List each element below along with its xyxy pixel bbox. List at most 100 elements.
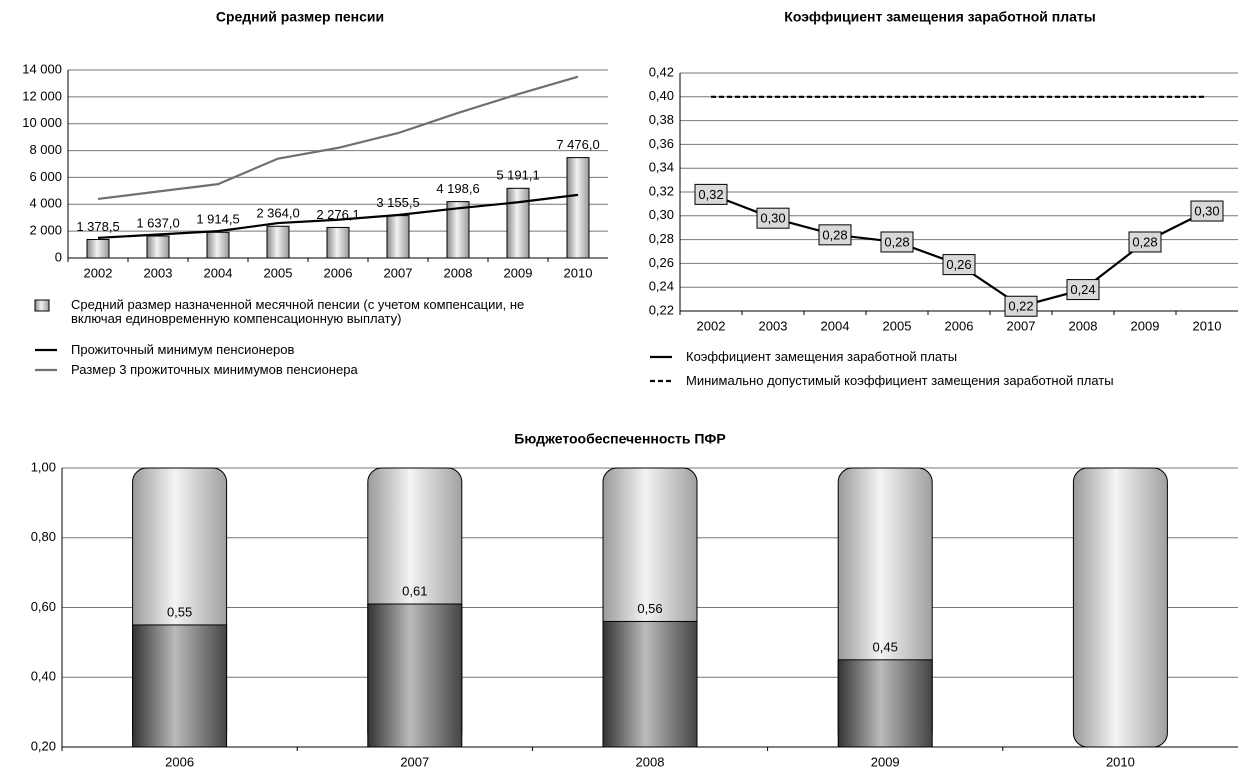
y-tick-label: 0,38 [649, 112, 674, 127]
x-tick-label: 2009 [1131, 318, 1160, 333]
y-tick-label: 12 000 [22, 88, 62, 103]
value-label: 1 914,5 [196, 212, 239, 227]
chart-title: Средний размер пенсии [216, 9, 384, 25]
bar [446, 201, 470, 259]
legend-label: Коэффициент замещения заработной платы [686, 349, 958, 364]
legend-label: Прожиточный минимум пенсионеров [71, 342, 295, 357]
y-tick-label: 0,24 [649, 279, 674, 294]
value-label-box [1004, 295, 1038, 317]
y-tick-label: 10 000 [22, 115, 62, 130]
x-tick-label: 2008 [1069, 318, 1098, 333]
x-tick-label: 2010 [564, 265, 593, 280]
x-tick-label: 2004 [204, 265, 233, 280]
y-tick-label: 14 000 [22, 61, 62, 76]
x-tick-label: 2006 [324, 265, 353, 280]
x-tick-label: 2007 [1007, 318, 1036, 333]
value-label: 4 198,6 [436, 181, 479, 196]
value-label: 0,61 [402, 583, 427, 598]
x-tick-label: 2008 [636, 754, 665, 769]
value-label: 2 364,0 [256, 206, 299, 221]
bar [132, 624, 228, 748]
y-tick-label: 0,60 [31, 599, 56, 614]
x-tick-label: 2005 [883, 318, 912, 333]
y-tick-label: 0,42 [649, 64, 674, 79]
value-label-box [1128, 231, 1162, 253]
bar [602, 620, 698, 748]
value-label: 1 378,5 [76, 219, 119, 234]
bar [386, 215, 410, 259]
line [97, 75, 579, 201]
y-tick-label: 0,40 [31, 669, 56, 684]
x-tick-label: 2009 [504, 265, 533, 280]
bar [837, 659, 933, 748]
bar [367, 603, 463, 748]
bar [326, 226, 350, 259]
y-tick-label: 0,20 [31, 738, 56, 753]
value-label: 0,28 [822, 227, 847, 242]
value-label-box [756, 207, 790, 229]
x-tick-label: 2007 [400, 754, 429, 769]
value-label: 0,56 [637, 601, 662, 616]
value-label: 3 155,5 [376, 195, 419, 210]
y-tick-label: 6 000 [29, 169, 62, 184]
bar [146, 235, 170, 259]
legend-label: Минимально допустимый коэффициент замеще… [686, 373, 1114, 388]
value-label: 0,55 [167, 604, 192, 619]
y-tick-label: 0,32 [649, 183, 674, 198]
x-tick-label: 2010 [1193, 318, 1222, 333]
bar [266, 225, 290, 259]
y-tick-label: 2 000 [29, 223, 62, 238]
x-tick-label: 2002 [697, 318, 726, 333]
chart-title: Бюджетообеспеченность ПФР [514, 431, 725, 447]
y-tick-label: 0,22 [649, 302, 674, 317]
value-label: 0,30 [760, 211, 785, 226]
value-label: 0,28 [1132, 234, 1157, 249]
y-tick-label: 0,26 [649, 255, 674, 270]
y-tick-label: 0,80 [31, 529, 56, 544]
value-label-box [1190, 200, 1224, 222]
x-tick-label: 2002 [84, 265, 113, 280]
bar-background [1072, 467, 1168, 748]
x-tick-label: 2006 [945, 318, 974, 333]
value-label: 1 637,0 [136, 215, 179, 230]
value-label-box [694, 183, 728, 205]
x-tick-label: 2009 [871, 754, 900, 769]
chart-title: Коэффициент замещения заработной платы [784, 9, 1095, 25]
value-label: 0,28 [884, 234, 909, 249]
value-label-box [880, 231, 914, 253]
y-tick-label: 0,34 [649, 160, 674, 175]
bar [206, 231, 230, 259]
value-label: 0,45 [873, 639, 898, 654]
value-label: 5 191,1 [496, 168, 539, 183]
value-label: 0,24 [1070, 282, 1095, 297]
y-tick-label: 0,36 [649, 136, 674, 151]
bar [566, 157, 590, 259]
x-tick-label: 2003 [144, 265, 173, 280]
line [97, 193, 579, 239]
value-label: 0,30 [1194, 203, 1219, 218]
value-label: 0,32 [698, 187, 723, 202]
x-tick-label: 2008 [444, 265, 473, 280]
x-tick-label: 2007 [384, 265, 413, 280]
y-tick-label: 0,30 [649, 207, 674, 222]
y-tick-label: 0 [55, 249, 62, 264]
value-label-box [1066, 279, 1100, 301]
y-tick-label: 4 000 [29, 196, 62, 211]
legend-swatch [34, 299, 50, 312]
legend-label: Средний размер назначенной месячной пенс… [71, 297, 525, 326]
value-label-box [942, 254, 976, 276]
y-tick-label: 0,28 [649, 231, 674, 246]
value-label: 0,22 [1008, 299, 1033, 314]
y-tick-label: 8 000 [29, 142, 62, 157]
bar [506, 187, 530, 259]
y-tick-label: 0,40 [649, 88, 674, 103]
bar [86, 238, 110, 259]
x-tick-label: 2006 [165, 754, 194, 769]
x-tick-label: 2004 [821, 318, 850, 333]
y-tick-label: 1,00 [31, 459, 56, 474]
x-tick-label: 2005 [264, 265, 293, 280]
value-label-box [818, 224, 852, 246]
legend-label: Размер 3 прожиточных минимумов пенсионер… [71, 362, 358, 377]
